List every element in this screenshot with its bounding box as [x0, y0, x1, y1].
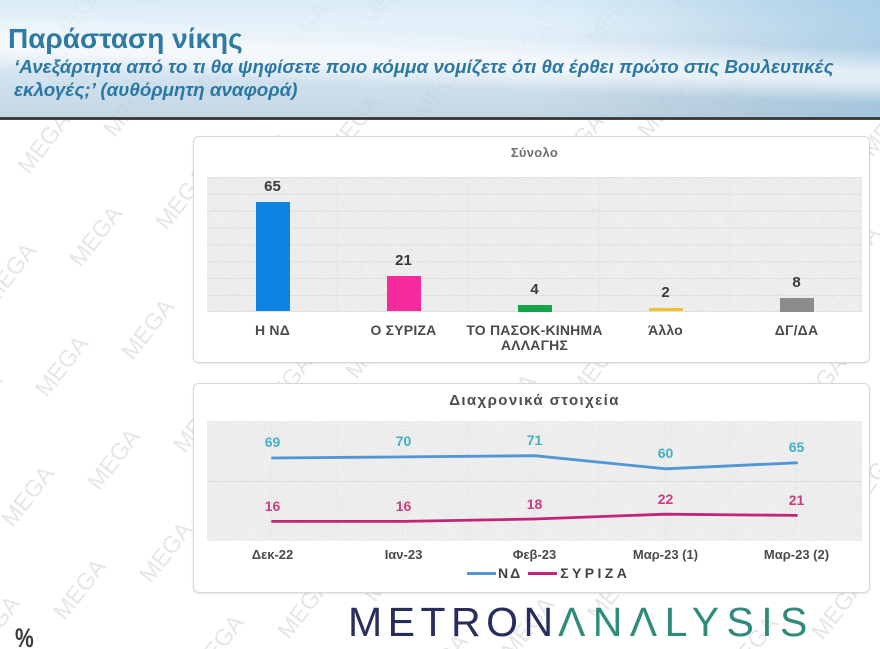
svg-text:METRON: METRON [348, 599, 559, 645]
svg-text:ΛNΛLYSIS: ΛNΛLYSIS [558, 599, 815, 645]
